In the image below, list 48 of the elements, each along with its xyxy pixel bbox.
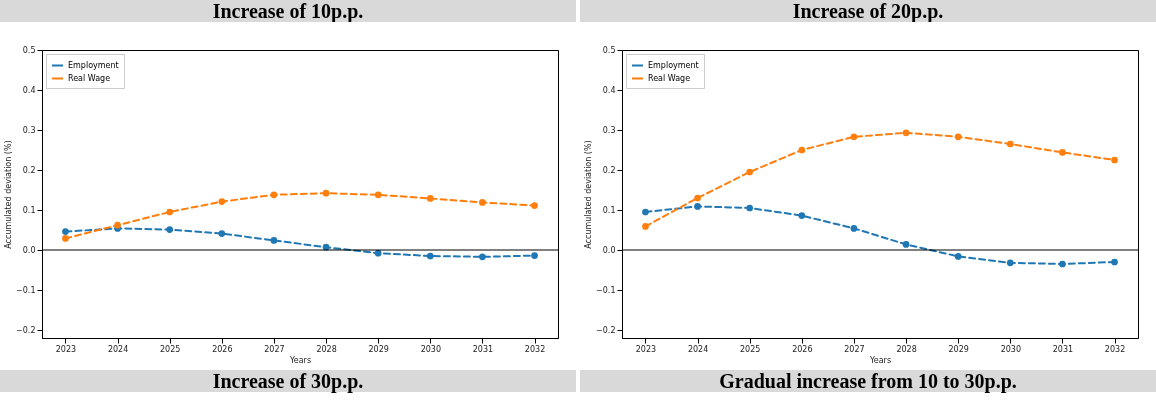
legend-label: Real Wage (68, 73, 111, 83)
y-tick-label: 0.4 (22, 85, 36, 95)
x-tick-label: 2028 (896, 344, 917, 354)
y-tick-label: −0.1 (16, 285, 36, 295)
x-tick-label: 2026 (212, 344, 233, 354)
y-tick-label: −0.2 (16, 325, 36, 335)
x-tick-label: 2031 (472, 344, 494, 354)
y-tick-label: 0.2 (22, 165, 36, 175)
x-tick-label: 2027 (264, 344, 285, 354)
y-tick-label: 0.2 (602, 165, 616, 175)
x-tick-label: 2024 (687, 344, 709, 354)
y-tick-label: −0.1 (596, 285, 616, 295)
chart-title: Increase of 10p.p. (0, 0, 576, 22)
y-tick-label: −0.2 (596, 325, 616, 335)
x-tick-label: 2023 (55, 344, 77, 354)
legend-label: Employment (648, 60, 699, 70)
x-tick-label: 2032 (1104, 344, 1126, 354)
x-tick-label: 2032 (524, 344, 546, 354)
legend-label: Employment (68, 60, 119, 70)
y-tick-label: 0.0 (22, 245, 36, 255)
text: Gradual increase from 10 to 30p.p. (580, 370, 1156, 392)
y-tick-label: 0.5 (22, 45, 36, 55)
x-tick-label: 2028 (316, 344, 337, 354)
x-tick-label: 2030 (420, 344, 441, 354)
x-tick-label: 2030 (1000, 344, 1021, 354)
y-tick-label: 0.3 (22, 125, 36, 135)
y-axis-title: Accumulated deviation (%) (4, 140, 14, 249)
x-tick-label: 2024 (107, 344, 129, 354)
text: Increase of 30p.p. (0, 370, 576, 392)
x-axis-title: Years (288, 355, 312, 365)
x-tick-label: 2031 (1052, 344, 1074, 354)
y-tick-label: 0.0 (602, 245, 616, 255)
y-tick-label: 0.4 (602, 85, 616, 95)
x-axis-title: Years (868, 355, 892, 365)
x-tick-label: 2026 (792, 344, 813, 354)
legend-label: Real Wage (648, 73, 691, 83)
x-tick-label: 2029 (948, 344, 969, 354)
y-tick-label: 0.1 (22, 205, 36, 215)
x-tick-label: 2029 (368, 344, 389, 354)
y-tick-label: 0.5 (602, 45, 616, 55)
chart-title: Increase of 20p.p. (580, 0, 1156, 22)
x-tick-label: 2027 (844, 344, 865, 354)
x-tick-label: 2023 (635, 344, 657, 354)
x-tick-label: 2025 (740, 344, 761, 354)
y-axis-title: Accumulated deviation (%) (584, 140, 594, 249)
y-tick-label: 0.1 (602, 205, 616, 215)
y-tick-label: 0.3 (602, 125, 616, 135)
x-tick-label: 2025 (160, 344, 181, 354)
